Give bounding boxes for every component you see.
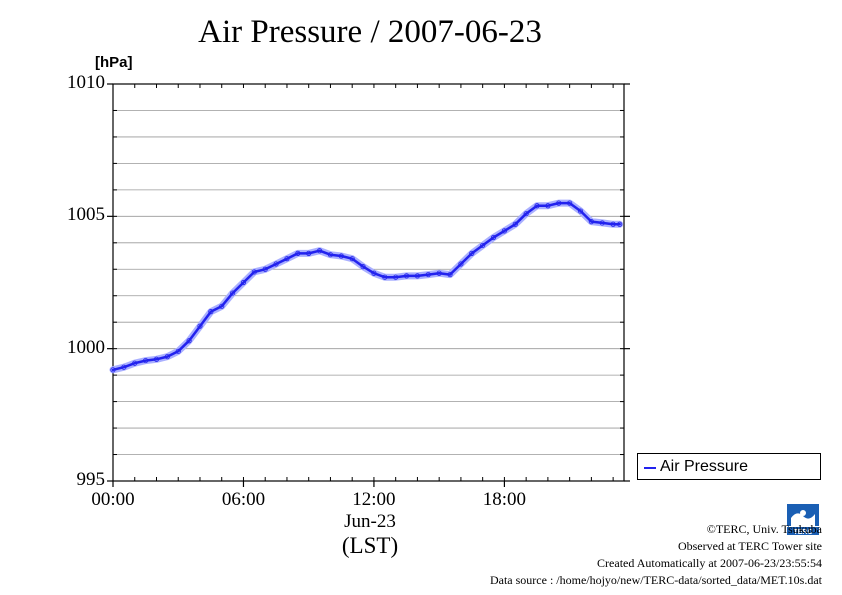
data-point — [316, 248, 323, 254]
credit-source: Data source : /home/hojyo/new/TERC-data/… — [489, 573, 822, 587]
data-point — [164, 354, 170, 360]
legend: Air Pressure — [637, 453, 821, 480]
y-axis-unit-label: [hPa] — [95, 54, 133, 71]
data-point — [480, 242, 486, 249]
x-tick-label: 18:00 — [482, 489, 527, 510]
x-tick-label: 00:00 — [91, 489, 135, 510]
x-axis-timezone-label: (LST) — [341, 533, 399, 558]
data-point — [523, 211, 529, 217]
logo-text: TERC — [793, 529, 812, 536]
data-point — [610, 221, 616, 227]
data-point — [273, 261, 279, 267]
legend-label: Air Pressure — [660, 458, 749, 475]
data-point — [306, 250, 312, 256]
data-point — [425, 271, 431, 278]
credit-copyright: ©TERC, Univ. Tsukuba — [706, 522, 822, 536]
data-point — [588, 219, 594, 225]
y-tick-label: 1010 — [67, 72, 105, 93]
y-tick-label: 1000 — [67, 336, 105, 358]
data-point — [121, 364, 127, 370]
data-point — [567, 200, 573, 206]
legend-swatch — [644, 467, 656, 469]
series-halo — [109, 199, 624, 374]
data-point — [534, 203, 540, 209]
x-tick-label: 06:00 — [221, 489, 266, 510]
terc-logo-icon: TERC — [787, 504, 819, 536]
data-point — [436, 270, 442, 276]
data-point — [556, 200, 562, 206]
data-point — [240, 279, 247, 286]
data-point — [382, 274, 388, 280]
data-point — [132, 360, 138, 366]
data-point — [469, 250, 475, 256]
data-point — [284, 256, 290, 262]
chart-title: Air Pressure / 2007-06-23 — [198, 14, 542, 50]
data-point — [295, 250, 301, 256]
data-point — [208, 309, 214, 315]
data-point — [501, 228, 508, 234]
x-tick-label: 12:00 — [352, 489, 396, 510]
data-point — [143, 357, 149, 364]
data-point — [229, 290, 236, 296]
data-point — [403, 273, 410, 279]
data-point — [599, 220, 605, 226]
data-point — [447, 271, 453, 278]
data-point — [414, 273, 421, 279]
series-line — [111, 201, 621, 372]
data-point — [349, 256, 355, 262]
data-point — [458, 261, 464, 267]
data-point — [262, 266, 268, 272]
data-point — [251, 269, 257, 275]
data-point — [197, 323, 203, 329]
data-point — [360, 264, 366, 270]
data-point — [175, 348, 181, 354]
plot-frame — [112, 83, 625, 482]
credit-created: Created Automatically at 2007-06-23/23:5… — [597, 556, 822, 570]
data-point — [327, 252, 334, 258]
data-point — [617, 221, 623, 227]
data-point — [338, 253, 344, 259]
data-point — [393, 274, 399, 280]
x-date-label: Jun-23 — [344, 511, 396, 532]
data-point — [545, 203, 551, 209]
data-point — [512, 221, 518, 227]
y-tick-label: 1005 — [67, 204, 105, 226]
data-point — [110, 367, 116, 373]
data-point — [219, 303, 225, 309]
data-point — [577, 208, 584, 214]
data-point — [186, 338, 192, 344]
y-tick-label: 995 — [76, 469, 106, 490]
data-point — [490, 234, 497, 241]
credit-site: Observed at TERC Tower site — [677, 539, 822, 553]
data-point — [371, 270, 377, 276]
data-point — [153, 356, 160, 362]
